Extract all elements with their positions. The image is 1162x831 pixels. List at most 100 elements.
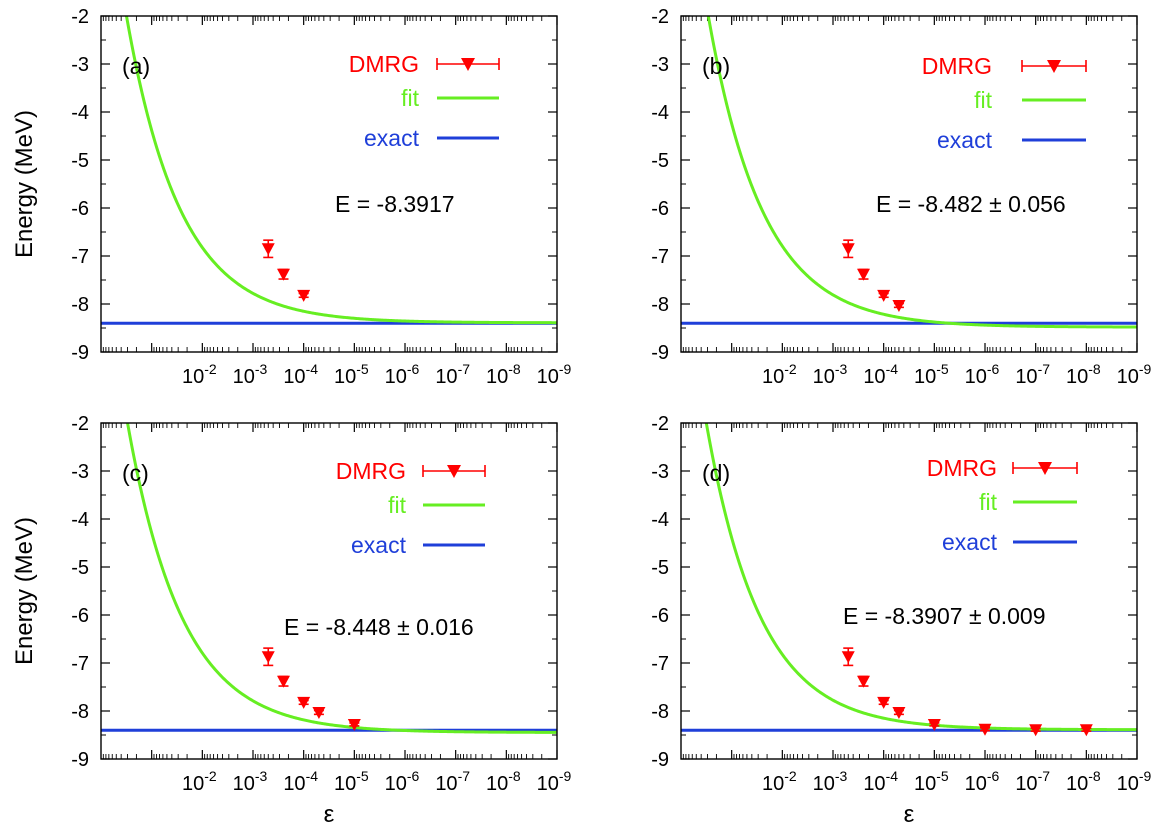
x-tick-label: 10-4 xyxy=(863,768,898,795)
panel-label: (c) xyxy=(122,460,149,486)
legend-label-fit: fit xyxy=(401,85,420,111)
x-tick-label: 10-7 xyxy=(435,361,470,388)
x-axis-title-right: ε xyxy=(904,801,915,828)
y-tick-label: -5 xyxy=(71,557,89,579)
x-tick-label: 10-2 xyxy=(762,768,797,795)
dmrg-point xyxy=(927,718,941,731)
y-tick-label: -8 xyxy=(651,294,669,316)
energy-annotation: E = -8.448 ± 0.016 xyxy=(284,614,474,640)
energy-annotation: E = -8.3907 ± 0.009 xyxy=(843,603,1046,629)
plot-frame xyxy=(680,422,1138,760)
y-tick-label: -3 xyxy=(71,54,89,76)
dmrg-point xyxy=(312,706,326,719)
x-tick-label: 10-6 xyxy=(965,361,1000,388)
fit-curve xyxy=(126,423,557,734)
x-tick-label: 10-8 xyxy=(1066,361,1101,388)
dmrg-point xyxy=(877,289,891,302)
y-tick-label: -4 xyxy=(651,509,669,531)
x-tick-label: 10-7 xyxy=(1015,768,1050,795)
fit-curve xyxy=(124,16,557,325)
y-axis-title-bottom: Energy (MeV) xyxy=(11,517,38,665)
dmrg-point xyxy=(1079,724,1093,737)
x-tick-label: 10-3 xyxy=(233,361,268,388)
y-tick-label: -5 xyxy=(651,557,669,579)
legend-label-exact: exact xyxy=(364,125,420,151)
x-tick-label: 10-6 xyxy=(385,361,420,388)
plot-frame xyxy=(680,15,1138,353)
dmrg-point xyxy=(347,718,361,731)
plot-frame xyxy=(100,422,558,760)
x-tick-label: 10-4 xyxy=(283,361,318,388)
x-axis-title-left: ε xyxy=(324,801,335,828)
dmrg-point xyxy=(277,675,291,688)
x-tick-label: 10-8 xyxy=(486,361,521,388)
legend-label-dmrg: DMRG xyxy=(336,458,406,484)
legend-dmrg-marker xyxy=(1038,462,1052,475)
x-tick-label: 10-4 xyxy=(863,361,898,388)
dmrg-point xyxy=(277,268,291,281)
panel-a: -2 -3 -4 -5 -6 -7 -8 -9 10-2 10-3 10-4 10-5 10-6 10-7… xyxy=(71,6,572,388)
plot-frame xyxy=(100,15,558,353)
y-tick-label: -8 xyxy=(71,701,89,723)
x-tick-label: 10-6 xyxy=(385,768,420,795)
x-tick-label: 10-3 xyxy=(813,768,848,795)
dmrg-point xyxy=(857,268,871,281)
fit-curve xyxy=(704,423,1137,732)
legend: DMRG fit exact xyxy=(336,458,486,558)
dmrg-point xyxy=(261,651,275,664)
dmrg-point xyxy=(297,289,311,302)
y-axis-title-top: Energy (MeV) xyxy=(11,110,38,258)
y-tick-label: -3 xyxy=(651,461,669,483)
y-tick-label: -9 xyxy=(71,342,89,364)
dmrg-point xyxy=(857,675,871,688)
y-tick-label: -7 xyxy=(71,653,89,675)
y-tick-label: -4 xyxy=(71,509,89,531)
y-tick-label: -9 xyxy=(651,749,669,771)
legend: DMRG fit exact xyxy=(349,51,500,151)
dmrg-point xyxy=(877,696,891,709)
legend-label-dmrg: DMRG xyxy=(927,455,997,481)
x-tick-label: 10-3 xyxy=(813,361,848,388)
legend-label-dmrg: DMRG xyxy=(922,53,992,79)
y-tick-label: -8 xyxy=(71,294,89,316)
x-tick-label: 10-7 xyxy=(435,768,470,795)
y-tick-label: -7 xyxy=(651,246,669,268)
panel-label: (b) xyxy=(702,53,730,79)
legend-label-fit: fit xyxy=(979,489,998,515)
dmrg-point xyxy=(297,696,311,709)
x-tick-label: 10-6 xyxy=(965,768,1000,795)
x-tick-label: 10-3 xyxy=(233,768,268,795)
dmrg-point xyxy=(892,299,906,312)
legend-label-exact: exact xyxy=(942,529,998,555)
y-tick-label: -2 xyxy=(651,6,669,28)
dmrg-point xyxy=(978,723,992,736)
y-tick-label: -6 xyxy=(651,605,669,627)
legend-label-exact: exact xyxy=(351,532,407,558)
x-tick-label: 10-9 xyxy=(537,361,572,388)
dmrg-point xyxy=(261,243,275,256)
x-tick-label: 10-9 xyxy=(1117,361,1152,388)
y-tick-label: -9 xyxy=(651,342,669,364)
y-tick-label: -5 xyxy=(71,150,89,172)
x-tick-label: 10-9 xyxy=(1117,768,1152,795)
y-tick-label: -4 xyxy=(71,102,89,124)
y-tick-label: -5 xyxy=(651,150,669,172)
legend-label-fit: fit xyxy=(388,492,407,518)
y-tick-label: -9 xyxy=(71,749,89,771)
x-tick-label: 10-9 xyxy=(537,768,572,795)
panel-d: -2 -3 -4 -5 -6 -7 -8 -9 10-2 10-3 10-4 10-5 10-6 10-7… xyxy=(651,413,1152,795)
y-tick-label: -8 xyxy=(651,701,669,723)
x-tick-label: 10-8 xyxy=(486,768,521,795)
x-tick-label: 10-4 xyxy=(283,768,318,795)
dmrg-point xyxy=(1029,724,1043,737)
energy-annotation: E = -8.3917 xyxy=(335,191,455,217)
x-tick-label: 10-5 xyxy=(914,361,949,388)
y-tick-label: -2 xyxy=(71,6,89,28)
x-tick-label: 10-8 xyxy=(1066,768,1101,795)
legend-dmrg-marker xyxy=(447,465,461,478)
fit-curve xyxy=(706,16,1137,329)
legend-dmrg-marker xyxy=(1047,60,1061,73)
legend-label-fit: fit xyxy=(974,87,993,113)
panel-label: (d) xyxy=(702,460,730,486)
x-tick-label: 10-2 xyxy=(762,361,797,388)
